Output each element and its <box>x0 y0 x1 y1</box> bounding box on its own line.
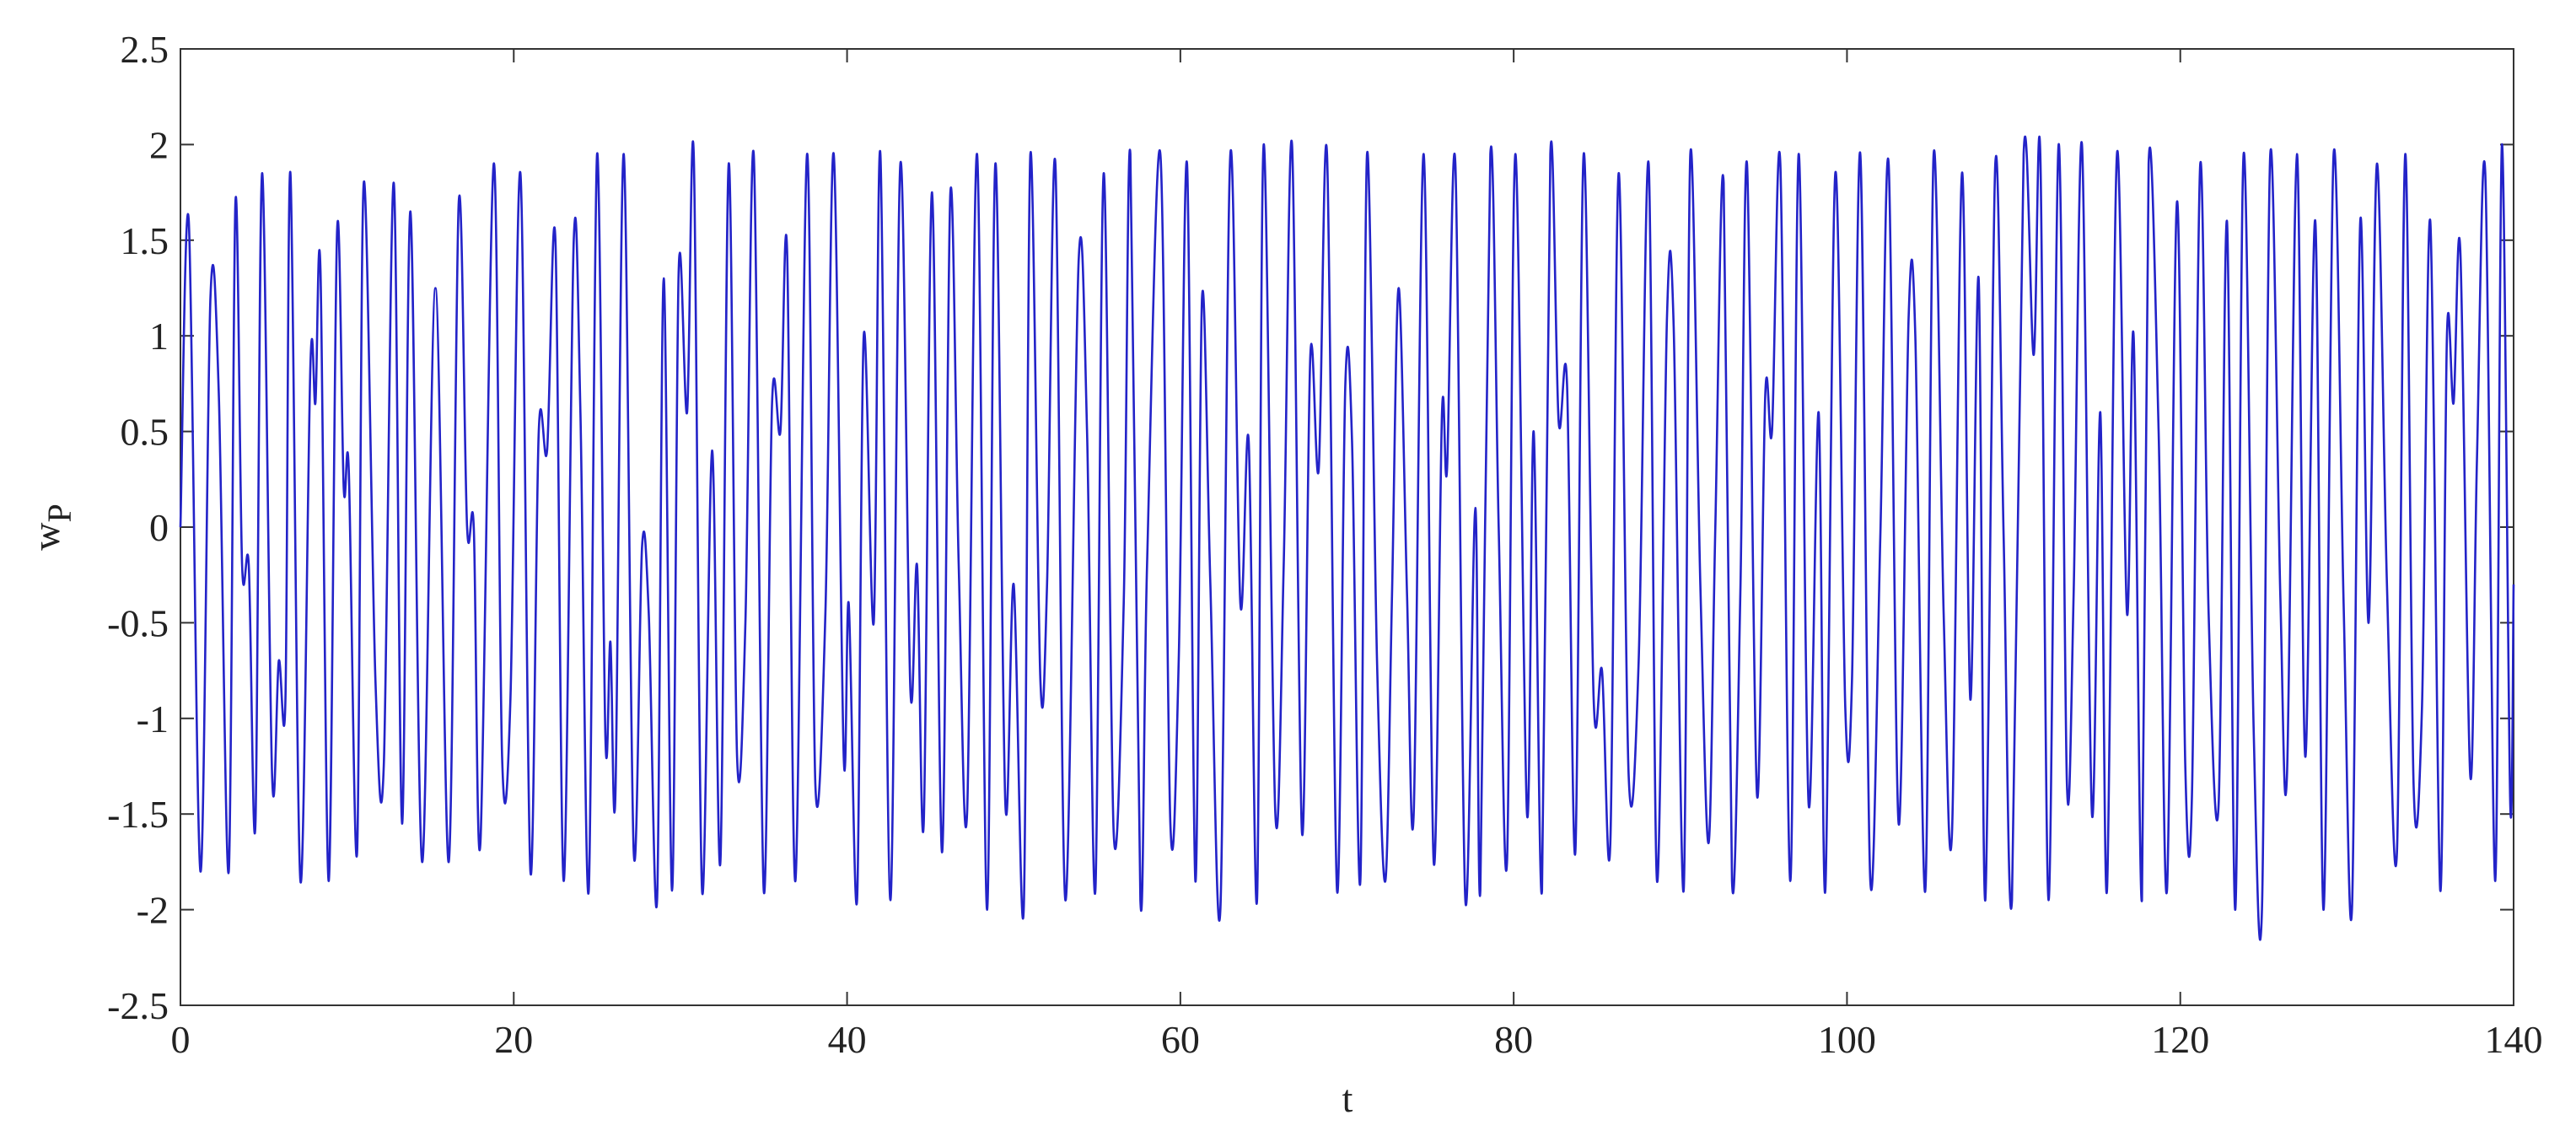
x-tick-label: 0 <box>171 1018 191 1061</box>
y-axis-label-base: w <box>24 522 67 551</box>
y-tick-label: -2 <box>137 889 169 932</box>
y-axis-label-sub: P <box>40 503 78 522</box>
x-tick-label: 40 <box>828 1018 867 1061</box>
x-tick-label: 60 <box>1161 1018 1200 1061</box>
y-tick-label: -1.5 <box>107 793 169 836</box>
y-tick-label: -2.5 <box>107 984 169 1027</box>
x-axis-label: t <box>1342 1077 1353 1120</box>
x-tick-label: 120 <box>2151 1018 2209 1061</box>
y-tick-label: 1 <box>149 315 169 358</box>
y-axis-label: wP <box>24 503 78 550</box>
x-tick-label: 100 <box>1818 1018 1876 1061</box>
x-tick-label: 20 <box>494 1018 533 1061</box>
x-tick-label: 80 <box>1494 1018 1533 1061</box>
y-tick-label: 2.5 <box>121 28 169 71</box>
x-tick-label: 140 <box>2485 1018 2543 1061</box>
y-tick-label: 0.5 <box>121 411 169 454</box>
y-tick-label: -1 <box>137 697 169 740</box>
y-tick-label: 1.5 <box>121 219 169 262</box>
y-tick-label: 2 <box>149 123 169 166</box>
y-tick-label: -0.5 <box>107 601 169 644</box>
y-tick-label: 0 <box>149 506 169 549</box>
data-line <box>179 135 2515 941</box>
